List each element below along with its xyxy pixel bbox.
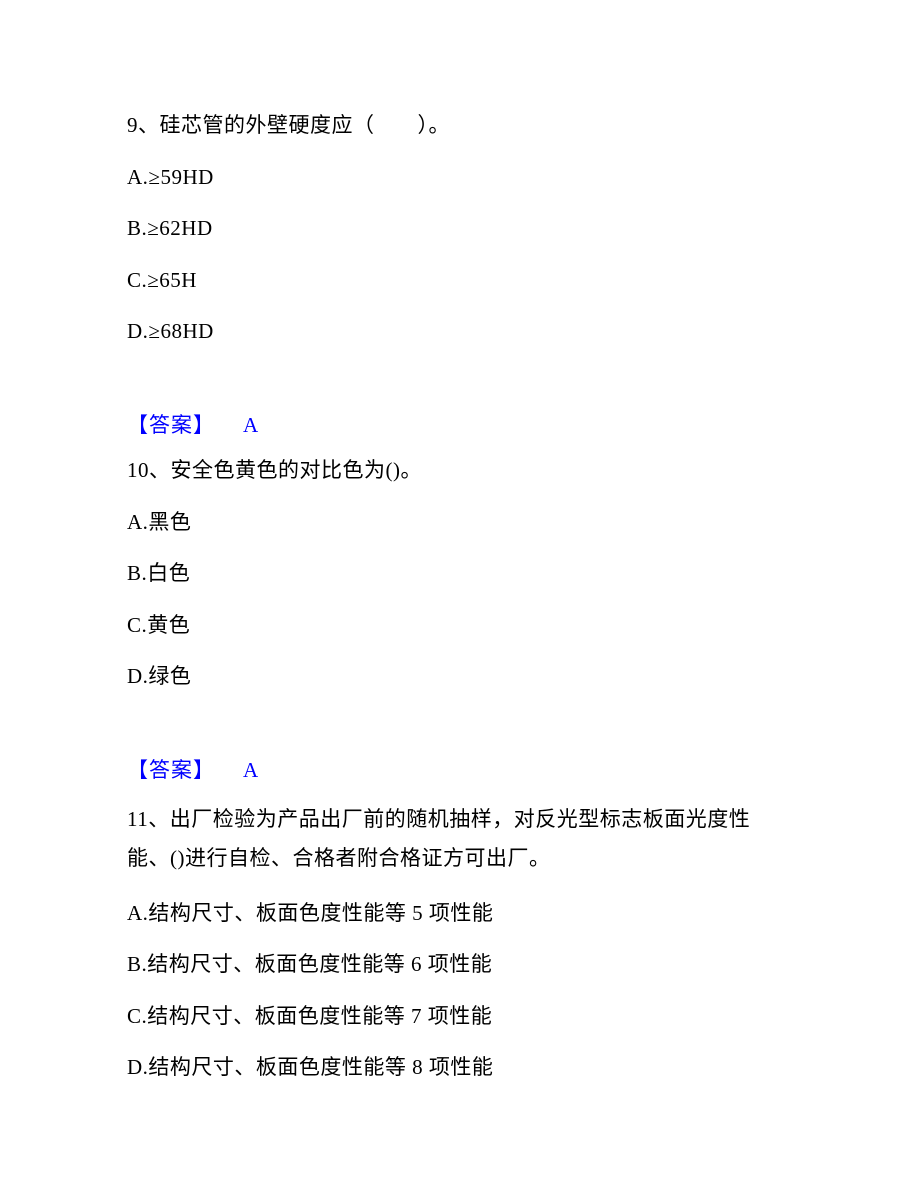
question-body: 硅芯管的外壁硬度应（ ）。 <box>160 113 451 137</box>
option-text: 绿色 <box>148 664 191 688</box>
question-body: 安全色黄色的对比色为()。 <box>171 458 423 482</box>
answer-value: A <box>243 410 259 442</box>
answer-label: 【答案】 <box>127 758 215 782</box>
question-9: 9、硅芯管的外壁硬度应（ ）。 A.≥59HD B.≥62HD C.≥65H D… <box>127 110 793 348</box>
question-body: 出厂检验为产品出厂前的随机抽样，对反光型标志板面光度性能、()进行自检、合格者附… <box>127 807 750 870</box>
option-label: D. <box>127 1055 148 1079</box>
option-label: A. <box>127 510 148 534</box>
option-label: C. <box>127 268 147 292</box>
answer-10: 【答案】 A <box>127 755 793 787</box>
option-text: ≥62HD <box>147 216 212 240</box>
option-label: A. <box>127 901 148 925</box>
option-text: ≥65H <box>147 268 197 292</box>
option-a: A.黑色 <box>127 507 793 539</box>
option-text: 结构尺寸、板面色度性能等 7 项性能 <box>147 1004 492 1028</box>
option-c: C.结构尺寸、板面色度性能等 7 项性能 <box>127 1001 793 1033</box>
answer-value: A <box>243 755 259 787</box>
option-a: A.结构尺寸、板面色度性能等 5 项性能 <box>127 898 793 930</box>
option-label: A. <box>127 165 148 189</box>
option-text: ≥59HD <box>148 165 213 189</box>
option-b: B.≥62HD <box>127 213 793 245</box>
option-text: 白色 <box>147 561 190 585</box>
option-label: B. <box>127 952 147 976</box>
question-number: 10、 <box>127 458 171 482</box>
option-text: 黑色 <box>148 510 191 534</box>
option-label: B. <box>127 561 147 585</box>
question-text: 11、出厂检验为产品出厂前的随机抽样，对反光型标志板面光度性能、()进行自检、合… <box>127 800 793 878</box>
option-label: D. <box>127 664 148 688</box>
option-text: 结构尺寸、板面色度性能等 8 项性能 <box>148 1055 493 1079</box>
option-text: 结构尺寸、板面色度性能等 5 项性能 <box>148 901 493 925</box>
option-label: D. <box>127 319 148 343</box>
option-d: D.绿色 <box>127 661 793 693</box>
option-c: C.≥65H <box>127 265 793 297</box>
answer-label: 【答案】 <box>127 413 215 437</box>
question-text: 10、安全色黄色的对比色为()。 <box>127 455 793 487</box>
option-text: 黄色 <box>147 613 190 637</box>
option-label: C. <box>127 1004 147 1028</box>
question-number: 9、 <box>127 113 160 137</box>
option-d: D.结构尺寸、板面色度性能等 8 项性能 <box>127 1052 793 1084</box>
option-b: B.结构尺寸、板面色度性能等 6 项性能 <box>127 949 793 981</box>
option-label: C. <box>127 613 147 637</box>
option-text: ≥68HD <box>148 319 213 343</box>
option-label: B. <box>127 216 147 240</box>
option-d: D.≥68HD <box>127 316 793 348</box>
option-b: B.白色 <box>127 558 793 590</box>
answer-9: 【答案】 A <box>127 410 793 442</box>
question-number: 11、 <box>127 807 170 831</box>
option-a: A.≥59HD <box>127 162 793 194</box>
question-11: 11、出厂检验为产品出厂前的随机抽样，对反光型标志板面光度性能、()进行自检、合… <box>127 800 793 1084</box>
option-text: 结构尺寸、板面色度性能等 6 项性能 <box>147 952 492 976</box>
option-c: C.黄色 <box>127 610 793 642</box>
question-text: 9、硅芯管的外壁硬度应（ ）。 <box>127 110 793 142</box>
question-10: 10、安全色黄色的对比色为()。 A.黑色 B.白色 C.黄色 D.绿色 <box>127 455 793 693</box>
